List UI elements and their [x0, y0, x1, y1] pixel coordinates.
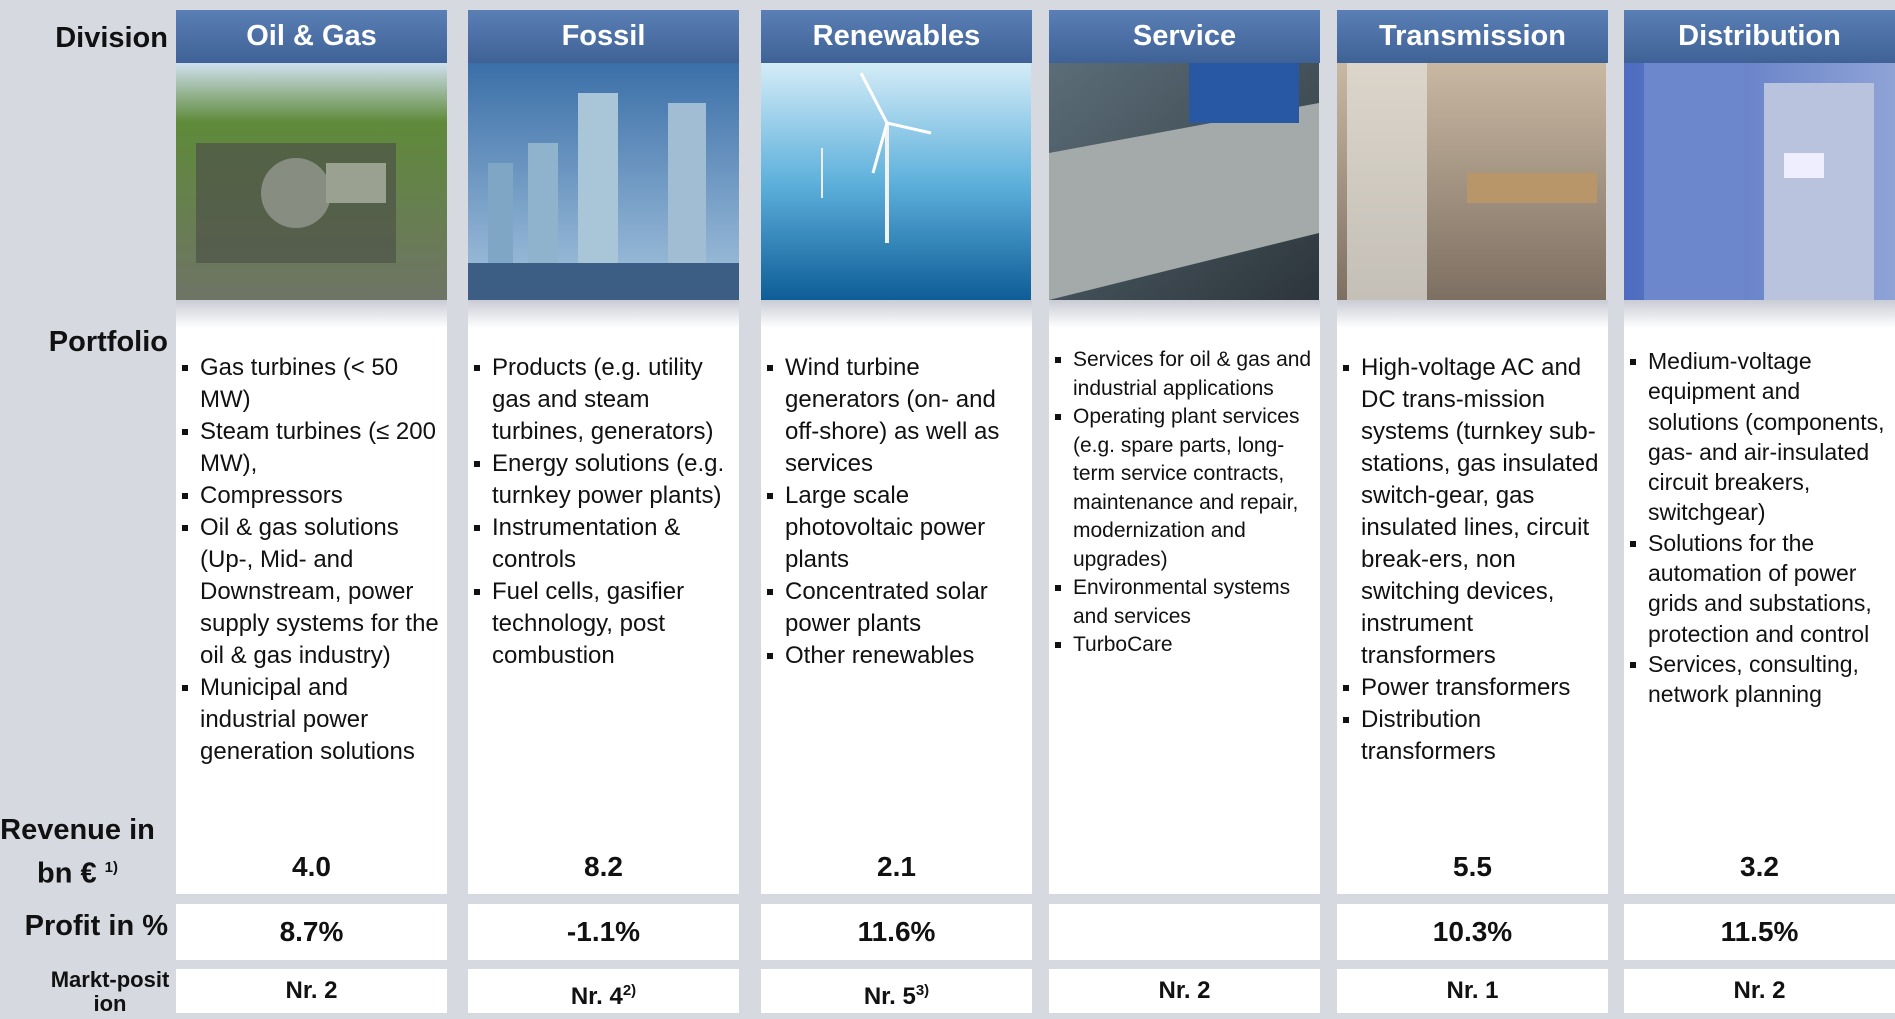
- portfolio-item: TurboCare: [1055, 631, 1314, 660]
- division-header: Distribution: [1624, 10, 1895, 63]
- portfolio-item: Gas turbines (< 50 MW): [182, 352, 441, 416]
- portfolio-cell: Wind turbine generators (on- and off-sho…: [761, 300, 1032, 839]
- market-cell: Nr. 2: [176, 969, 447, 1013]
- row-label: Profit in %: [24, 910, 168, 942]
- row-label: Division: [55, 22, 168, 54]
- division-header: Renewables: [761, 10, 1032, 63]
- profit-cell: 11.5%: [1624, 904, 1895, 960]
- profit-cell: 11.6%: [761, 904, 1032, 960]
- portfolio-cell: Medium-voltage equipment and solutions (…: [1624, 300, 1895, 839]
- revenue-cell: 3.2: [1624, 839, 1895, 894]
- division-header: Oil & Gas: [176, 10, 447, 63]
- market-position: Nr. 5: [863, 983, 916, 1010]
- portfolio-cell: Products (e.g. utility gas and steam tur…: [468, 300, 739, 839]
- portfolio-item: Steam turbines (≤ 200 MW),: [182, 416, 441, 480]
- footnote: 1): [104, 859, 119, 876]
- revenue-cell: 5.5: [1337, 839, 1608, 894]
- row-label: Portfolio: [48, 326, 168, 358]
- portfolio-item: Energy solutions (e.g. turnkey power pla…: [474, 448, 733, 512]
- division-photo: [1624, 63, 1895, 300]
- portfolio-item: Concentrated solar power plants: [767, 576, 1026, 640]
- row-label: Markt-position: [0, 968, 170, 1016]
- division-header: Service: [1049, 10, 1320, 63]
- portfolio-item: Other renewables: [767, 640, 1026, 672]
- portfolio-item: Oil & gas solutions (Up-, Mid- and Downs…: [182, 512, 441, 672]
- profit-cell: 10.3%: [1337, 904, 1608, 960]
- revenue-cell: [1049, 839, 1320, 894]
- footnote: 2): [622, 982, 637, 999]
- portfolio-item: Products (e.g. utility gas and steam tur…: [474, 352, 733, 448]
- row-label-text: Revenue in bn €: [0, 814, 155, 890]
- portfolio-item: Large scale photovoltaic power plants: [767, 480, 1026, 576]
- division-column: Service Services for oil & gas and indust…: [1049, 10, 1320, 1013]
- division-header: Transmission: [1337, 10, 1608, 63]
- division-column: Distribution Medium-voltage equipment and…: [1624, 10, 1895, 1013]
- portfolio-item: Compressors: [182, 480, 441, 512]
- division-photo: [1049, 63, 1319, 300]
- portfolio-item: Instrumentation & controls: [474, 512, 733, 576]
- market-cell: Nr. 42): [468, 969, 739, 1013]
- portfolio-cell: High-voltage AC and DC trans-mission sys…: [1337, 300, 1608, 839]
- division-column: Fossil Products (e.g. utility gas and ste…: [468, 10, 739, 1013]
- portfolio-list: Products (e.g. utility gas and steam tur…: [468, 300, 739, 672]
- portfolio-cell: Gas turbines (< 50 MW) Steam turbines (≤ …: [176, 300, 447, 839]
- portfolio-item: Services for oil & gas and industrial ap…: [1055, 346, 1314, 403]
- division-photo: [1337, 63, 1606, 300]
- portfolio-item: Distribution transformers: [1343, 704, 1602, 768]
- portfolio-cell: Services for oil & gas and industrial ap…: [1049, 300, 1320, 839]
- profit-cell: 8.7%: [176, 904, 447, 960]
- division-header: Fossil: [468, 10, 739, 63]
- portfolio-item: Operating plant services (e.g. spare par…: [1055, 403, 1314, 574]
- row-label-text: Markt-position: [50, 967, 170, 1016]
- revenue-cell: 8.2: [468, 839, 739, 894]
- portfolio-list: Wind turbine generators (on- and off-sho…: [761, 300, 1032, 672]
- division-column: Transmission High-voltage AC and DC trans…: [1337, 10, 1608, 1013]
- market-cell: Nr. 53): [761, 969, 1032, 1013]
- portfolio-item: Municipal and industrial power generatio…: [182, 672, 441, 768]
- portfolio-item: Environmental systems and services: [1055, 574, 1314, 631]
- portfolio-item: Power transformers: [1343, 672, 1602, 704]
- portfolio-list: Gas turbines (< 50 MW) Steam turbines (≤ …: [176, 300, 447, 768]
- row-label: Revenue in bn € 1): [0, 811, 155, 893]
- portfolio-list: Medium-voltage equipment and solutions (…: [1624, 300, 1895, 710]
- profit-cell: [1049, 904, 1320, 960]
- portfolio-item: Wind turbine generators (on- and off-sho…: [767, 352, 1026, 480]
- revenue-cell: 2.1: [761, 839, 1032, 894]
- portfolio-item: High-voltage AC and DC trans-mission sys…: [1343, 352, 1602, 672]
- portfolio-item: Fuel cells, gasifier technology, post co…: [474, 576, 733, 672]
- division-column: Oil & Gas Gas turbines (< 50 MW) Steam tur…: [176, 10, 447, 1013]
- portfolio-item: Solutions for the automation of power gr…: [1630, 528, 1889, 649]
- division-photo: [468, 63, 739, 300]
- division-column: Renewables Wind turbine generators (on- a…: [761, 10, 1032, 1013]
- division-photo: [176, 63, 447, 300]
- market-cell: Nr. 1: [1337, 969, 1608, 1013]
- market-position: Nr. 2: [1733, 977, 1786, 1004]
- footnote: 3): [915, 982, 930, 999]
- portfolio-item: Medium-voltage equipment and solutions (…: [1630, 346, 1889, 528]
- market-cell: Nr. 2: [1049, 969, 1320, 1013]
- market-position: Nr. 4: [570, 983, 623, 1010]
- revenue-cell: 4.0: [176, 839, 447, 894]
- profit-cell: -1.1%: [468, 904, 739, 960]
- market-position: Nr. 2: [1158, 977, 1211, 1004]
- market-cell: Nr. 2: [1624, 969, 1895, 1013]
- portfolio-list: Services for oil & gas and industrial ap…: [1049, 300, 1320, 660]
- portfolio-item: Services, consulting, network planning: [1630, 649, 1889, 710]
- division-photo: [761, 63, 1031, 300]
- market-position: Nr. 1: [1446, 977, 1499, 1004]
- market-position: Nr. 2: [285, 977, 338, 1004]
- portfolio-list: High-voltage AC and DC trans-mission sys…: [1337, 300, 1608, 768]
